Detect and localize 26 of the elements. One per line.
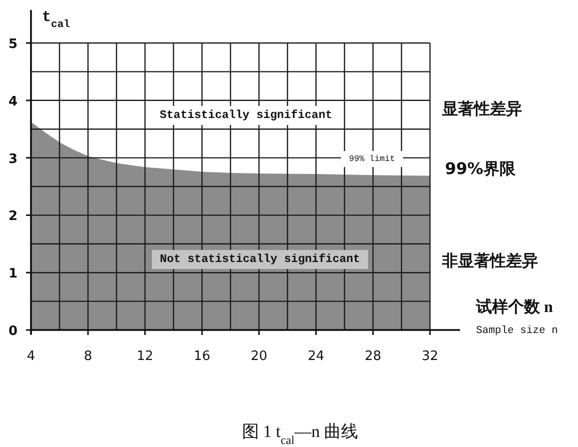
ytick: 3 <box>8 152 18 167</box>
xtick: 28 <box>364 349 382 364</box>
annotation: 显著性差异 <box>442 99 522 118</box>
xtick: 12 <box>136 349 154 364</box>
annotation: Not statistically significant <box>152 250 368 269</box>
ytick: 5 <box>8 37 18 52</box>
annotation: 99%界限 <box>445 159 516 178</box>
xtick: 32 <box>422 349 438 364</box>
xlabel: 试样个数 n <box>476 299 553 316</box>
annotation: Sample size n <box>476 325 558 337</box>
annotation: Not statistically significant <box>160 253 360 266</box>
annotation: Statistically significant <box>160 109 332 122</box>
ytick: 0 <box>8 324 18 339</box>
ytick: 2 <box>8 209 18 224</box>
title: 图 1 t$_{cal}$—n 曲线 <box>242 422 358 447</box>
ylabel: t$_{cal}$ <box>42 9 70 31</box>
ytick: 1 <box>8 266 18 282</box>
ytick: 4 <box>8 94 18 110</box>
annotation: 非显著性差异 <box>442 251 538 270</box>
xtick: 4 <box>26 349 36 364</box>
annotation: 99% limit <box>341 151 403 167</box>
annotation: 99% limit <box>349 154 395 164</box>
xtick: 24 <box>308 349 324 364</box>
xtick: 20 <box>250 349 268 364</box>
xtick: 8 <box>84 349 92 364</box>
xtick: 16 <box>194 349 210 364</box>
